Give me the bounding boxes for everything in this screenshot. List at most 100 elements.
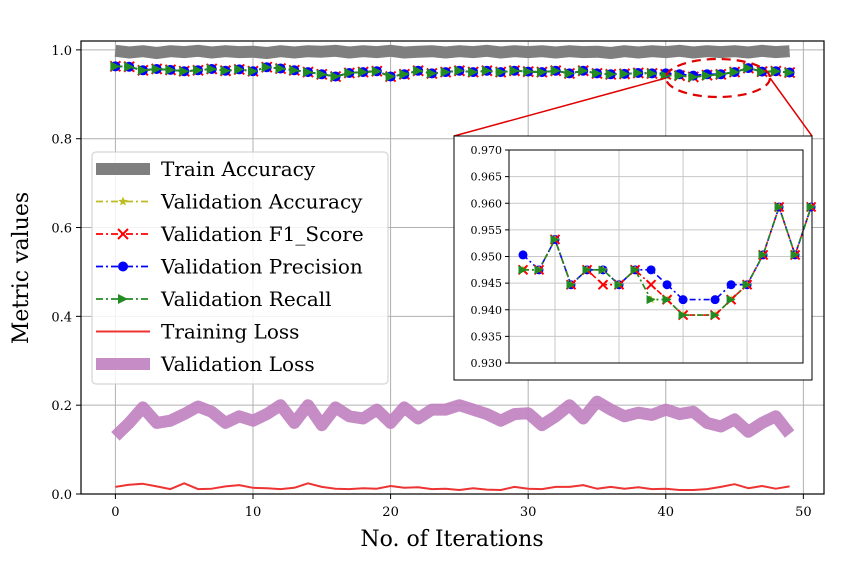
main-plot-frame bbox=[80, 40, 825, 495]
inset-y-tick-label: 0.960 bbox=[471, 197, 503, 210]
point-validation-recall bbox=[426, 68, 437, 79]
legend-marker-validation-accuracy bbox=[118, 196, 128, 206]
point-validation-recall bbox=[647, 68, 658, 79]
inset-point-validation-recall bbox=[646, 295, 656, 305]
point-validation-recall bbox=[247, 66, 258, 77]
y-tick-label: 0.8 bbox=[51, 133, 72, 148]
point-validation-recall bbox=[358, 67, 369, 78]
series-line-validation-recall bbox=[115, 65, 790, 78]
inset-point-validation-recall bbox=[774, 202, 784, 212]
inset-point-validation-f1-score bbox=[645, 279, 657, 290]
point-validation-recall bbox=[110, 61, 121, 72]
point-validation-recall bbox=[413, 65, 424, 76]
point-validation-recall bbox=[550, 65, 561, 76]
point-validation-recall bbox=[578, 65, 589, 76]
point-validation-recall bbox=[619, 68, 630, 79]
inset-y-tick-label: 0.945 bbox=[471, 277, 503, 290]
legend-label-train-accuracy: Train Accuracy bbox=[161, 157, 316, 181]
inset-point-validation-recall bbox=[518, 265, 528, 275]
inset-y-tick-label: 0.950 bbox=[471, 251, 503, 264]
inset-point-validation-recall bbox=[806, 202, 816, 212]
point-validation-recall bbox=[633, 67, 644, 78]
inset-series-line-validation-precision bbox=[522, 204, 812, 301]
point-validation-recall bbox=[330, 71, 341, 82]
zoom-connector-left bbox=[453, 77, 667, 137]
inset-point-validation-precision bbox=[518, 250, 528, 260]
legend-marker-validation-precision bbox=[118, 261, 128, 272]
legend-label-validation-precision: Validation Precision bbox=[160, 255, 363, 279]
inset-point-validation-recall bbox=[678, 310, 688, 320]
series-line-training-loss bbox=[115, 482, 790, 491]
y-tick-label: 0.6 bbox=[51, 222, 72, 237]
inset-point-validation-precision bbox=[662, 280, 672, 290]
point-validation-recall bbox=[385, 71, 396, 82]
inset-point-validation-recall bbox=[534, 265, 544, 275]
point-validation-recall bbox=[591, 68, 602, 79]
inset-point-validation-recall bbox=[582, 265, 592, 275]
inset-point-validation-recall bbox=[598, 265, 608, 275]
point-validation-recall bbox=[440, 67, 451, 78]
inset-point-validation-recall bbox=[742, 280, 752, 290]
point-validation-recall bbox=[770, 66, 781, 77]
legend-frame bbox=[91, 151, 389, 385]
point-validation-recall bbox=[165, 64, 176, 75]
y-axis-label: Metric values bbox=[9, 192, 34, 344]
inset-series-line-validation-f1-score bbox=[523, 204, 812, 316]
x-tick-label: 10 bbox=[245, 505, 262, 520]
inset-ticks: 0.970 0.965 0.960 0.955 0.950 0.945 0.940 0.935… bbox=[471, 144, 509, 370]
point-validation-recall bbox=[137, 65, 148, 76]
point-validation-recall bbox=[261, 62, 272, 73]
inset-point-validation-recall bbox=[550, 234, 560, 244]
inset-point-validation-recall bbox=[790, 250, 800, 260]
x-tick-label: 30 bbox=[520, 505, 537, 520]
legend-label-validation-recall: Validation Recall bbox=[160, 287, 332, 311]
inset-point-validation-precision bbox=[726, 280, 736, 290]
y-tick-label: 0.0 bbox=[51, 488, 72, 503]
inset-y-tick-label: 0.955 bbox=[471, 224, 503, 237]
point-validation-recall bbox=[344, 67, 355, 78]
legend-label-validation-loss: Validation Loss bbox=[160, 352, 315, 376]
inset-point-validation-precision bbox=[646, 265, 656, 275]
main-series bbox=[109, 44, 796, 491]
point-validation-recall bbox=[536, 67, 547, 78]
point-validation-recall bbox=[192, 65, 203, 76]
inset-point-validation-f1-score bbox=[597, 279, 609, 290]
x-tick-label: 20 bbox=[382, 505, 399, 520]
inset-point-validation-recall bbox=[662, 295, 672, 305]
point-validation-recall bbox=[468, 67, 479, 78]
point-validation-recall bbox=[179, 66, 190, 77]
point-validation-recall bbox=[715, 69, 726, 80]
inset-point-validation-recall bbox=[758, 250, 768, 260]
point-validation-recall bbox=[495, 67, 506, 78]
point-validation-recall bbox=[509, 65, 520, 76]
series-line-train-accuracy bbox=[114, 44, 790, 59]
point-validation-recall bbox=[523, 66, 534, 77]
point-validation-recall bbox=[371, 66, 382, 77]
legend-marker-validation-recall bbox=[118, 294, 128, 304]
legend: Train Accuracy Validation Accuracy Validat… bbox=[91, 151, 389, 385]
y-tick-label: 1.0 bbox=[51, 44, 72, 59]
point-validation-recall bbox=[303, 67, 314, 78]
series-line-validation-loss bbox=[111, 395, 795, 441]
point-validation-recall bbox=[674, 70, 685, 81]
point-validation-recall bbox=[316, 69, 327, 80]
legend-label-validation-f1-score: Validation F1_Score bbox=[160, 222, 364, 246]
inset-point-validation-recall bbox=[710, 310, 720, 320]
inset-y-tick-label: 0.970 bbox=[471, 144, 503, 157]
x-tick-label: 0 bbox=[111, 505, 119, 520]
x-tick-label: 50 bbox=[795, 505, 812, 520]
point-validation-recall bbox=[605, 69, 616, 80]
x-tick-label: 40 bbox=[657, 505, 674, 520]
point-validation-recall bbox=[784, 67, 795, 78]
legend-marker-validation-f1-score bbox=[117, 228, 129, 240]
point-validation-recall bbox=[234, 64, 245, 75]
zoom-connector-right bbox=[769, 77, 813, 137]
zoom-annotation bbox=[453, 57, 813, 137]
point-validation-recall bbox=[757, 66, 768, 77]
point-validation-recall bbox=[220, 65, 231, 76]
point-validation-recall bbox=[702, 70, 713, 81]
point-validation-recall bbox=[289, 65, 300, 76]
inset-outer-frame bbox=[453, 135, 813, 381]
point-validation-recall bbox=[481, 65, 492, 76]
